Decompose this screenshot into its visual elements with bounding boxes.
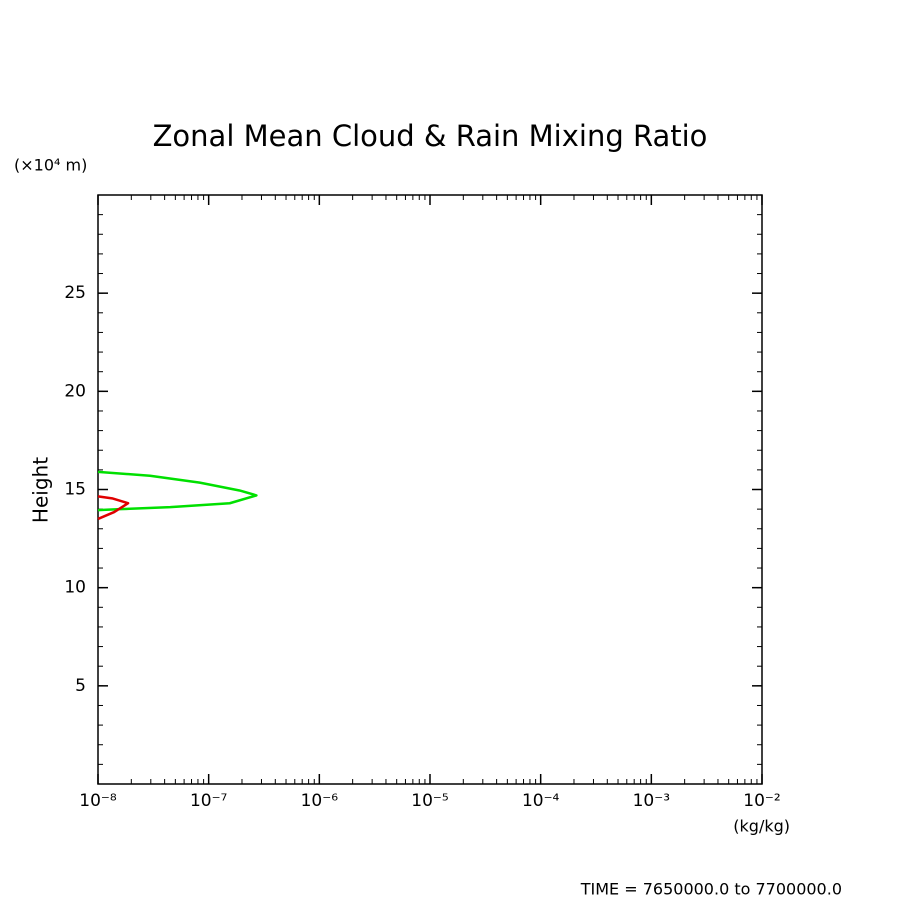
y-axis-label: Height (29, 457, 53, 523)
y-tick-label: 20 (64, 381, 86, 401)
data-line (97, 495, 130, 521)
x-tick-label: 10⁻² (743, 791, 780, 811)
y-tick-label: 10 (64, 578, 86, 598)
footer: TIME = 7650000.0 to 7700000.0 (580, 880, 842, 899)
x-unit: (kg/kg) (733, 817, 790, 836)
data-line (97, 470, 258, 512)
chart-title: Zonal Mean Cloud & Rain Mixing Ratio (153, 119, 708, 153)
x-tick-label: 10⁻⁴ (522, 791, 560, 811)
x-tick-label: 10⁻⁸ (79, 791, 117, 811)
x-tick-label: 10⁻³ (633, 791, 670, 811)
y-tick-label: 15 (64, 480, 86, 500)
y-tick-label: 5 (75, 676, 86, 696)
x-tick-label: 10⁻⁶ (301, 791, 339, 811)
x-tick-label: 10⁻⁵ (411, 791, 448, 811)
x-tick-label: 10⁻⁷ (190, 791, 228, 811)
y-tick-label: 25 (64, 283, 86, 303)
plot-frame (97, 194, 763, 785)
y-unit: (×10⁴ m) (14, 156, 87, 175)
